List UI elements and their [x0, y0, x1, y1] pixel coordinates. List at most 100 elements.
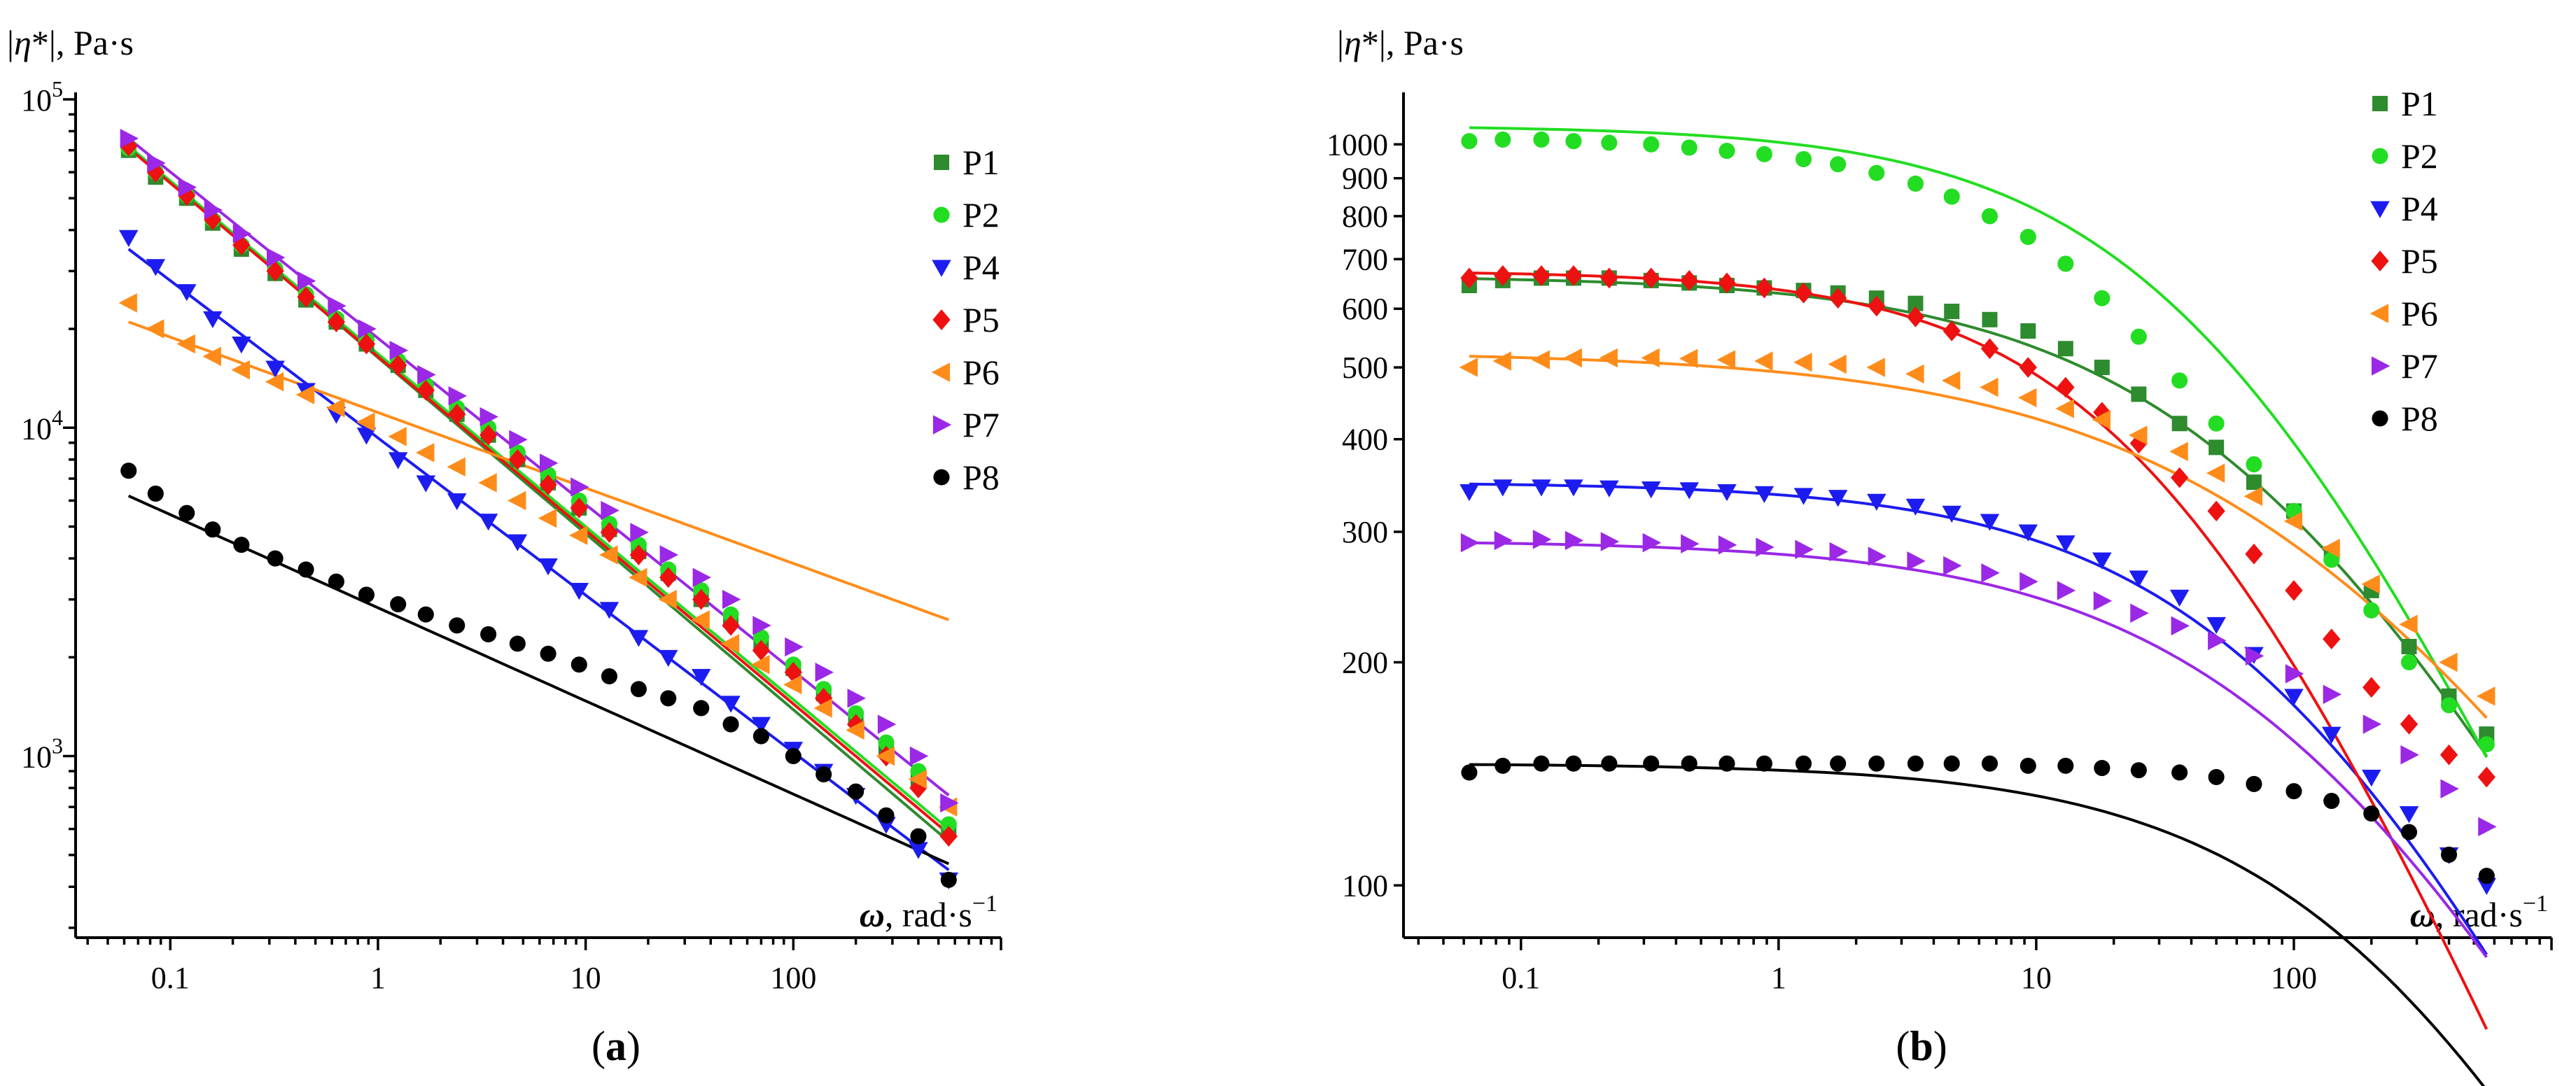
fit-line-p6	[128, 320, 949, 621]
data-point	[2245, 646, 2264, 666]
fit-line-p5	[1469, 272, 2488, 1030]
data-point	[177, 284, 197, 302]
data-point	[1941, 371, 1961, 390]
data-point	[267, 248, 286, 267]
data-point	[816, 766, 832, 783]
data-point	[2400, 824, 2418, 840]
x-tick-label: 10	[2021, 961, 2052, 995]
data-point	[1829, 542, 1848, 562]
data-point	[1716, 350, 1736, 369]
data-point	[1679, 482, 1699, 500]
data-point	[2129, 432, 2148, 454]
fit-line-p8	[127, 494, 950, 866]
data-point	[720, 634, 740, 654]
data-point	[629, 544, 648, 565]
data-point	[2018, 388, 2037, 408]
data-point	[231, 360, 250, 380]
data-point	[2019, 357, 2037, 378]
data-point	[1601, 755, 1618, 772]
data-point	[509, 635, 526, 652]
data-point	[1795, 540, 1814, 559]
data-point	[118, 293, 137, 313]
data-point	[2401, 639, 2417, 655]
data-point	[2019, 572, 2038, 591]
data-point	[1942, 505, 1961, 523]
data-point	[1905, 364, 1924, 384]
data-point	[2171, 764, 2188, 781]
data-point	[1492, 351, 1511, 371]
y-tick-label: 104	[21, 404, 63, 446]
data-point	[570, 497, 588, 519]
data-point	[447, 493, 467, 511]
data-point	[388, 427, 407, 446]
fit-line-p2	[1469, 126, 2488, 759]
legend-marker-p7	[2371, 356, 2390, 376]
data-point	[2094, 760, 2110, 777]
data-point	[752, 640, 771, 661]
y-axis-label: |η*|, Pa·s	[1337, 23, 1464, 62]
data-point	[876, 746, 895, 766]
data-point	[2206, 463, 2225, 483]
data-point	[1681, 534, 1700, 553]
data-point	[722, 614, 740, 636]
legend-marker-p1	[934, 155, 949, 170]
data-point	[507, 534, 528, 551]
data-point	[2246, 474, 2262, 491]
legend-marker-p8	[933, 469, 950, 486]
legend-label-p4: P4	[2401, 189, 2438, 228]
data-point	[1494, 131, 1511, 148]
data-point	[2400, 745, 2419, 765]
data-point	[2171, 416, 2188, 432]
x-tick-label: 10	[570, 961, 601, 995]
data-point	[1564, 530, 1584, 551]
data-point	[813, 698, 832, 718]
data-point	[539, 474, 557, 495]
data-point	[2477, 686, 2496, 706]
legend-marker-p5	[932, 309, 951, 330]
data-point	[356, 428, 377, 445]
data-point	[2094, 360, 2110, 376]
data-point	[1718, 755, 1735, 772]
y-tick-label: 1000	[1326, 127, 1388, 162]
series-p6	[118, 293, 958, 817]
data-point	[2362, 714, 2382, 734]
data-point	[909, 777, 927, 798]
data-point	[939, 826, 958, 847]
data-point	[416, 379, 435, 401]
data-point	[2321, 726, 2342, 744]
data-point	[1943, 556, 1962, 576]
data-point	[600, 522, 619, 543]
data-point	[2285, 579, 2303, 601]
data-point	[2131, 386, 2147, 402]
data-point	[417, 365, 436, 385]
data-point	[601, 668, 617, 685]
data-point	[1601, 134, 1618, 151]
data-point	[1943, 755, 1960, 772]
fit-line-p5	[127, 147, 950, 835]
data-point	[120, 129, 139, 148]
data-point	[846, 720, 864, 740]
x-tick-label: 0.1	[151, 961, 190, 995]
data-point	[1533, 131, 1550, 148]
data-point	[1793, 488, 1814, 505]
data-point	[2171, 616, 2190, 636]
data-point	[1642, 533, 1662, 553]
data-point	[388, 452, 408, 470]
data-point	[752, 616, 771, 635]
data-point	[1868, 546, 1887, 566]
data-point	[2399, 806, 2419, 824]
data-point	[2129, 570, 2149, 588]
data-point	[204, 521, 221, 538]
data-point	[1564, 265, 1583, 286]
data-point	[1981, 563, 2000, 583]
data-point	[2057, 376, 2075, 398]
data-point	[1794, 282, 1813, 304]
data-point	[2440, 779, 2459, 798]
data-point	[508, 449, 527, 470]
data-point	[721, 696, 741, 713]
data-point	[815, 663, 834, 682]
data-point	[2244, 486, 2263, 506]
data-point	[2019, 757, 2036, 774]
data-point	[815, 688, 833, 709]
